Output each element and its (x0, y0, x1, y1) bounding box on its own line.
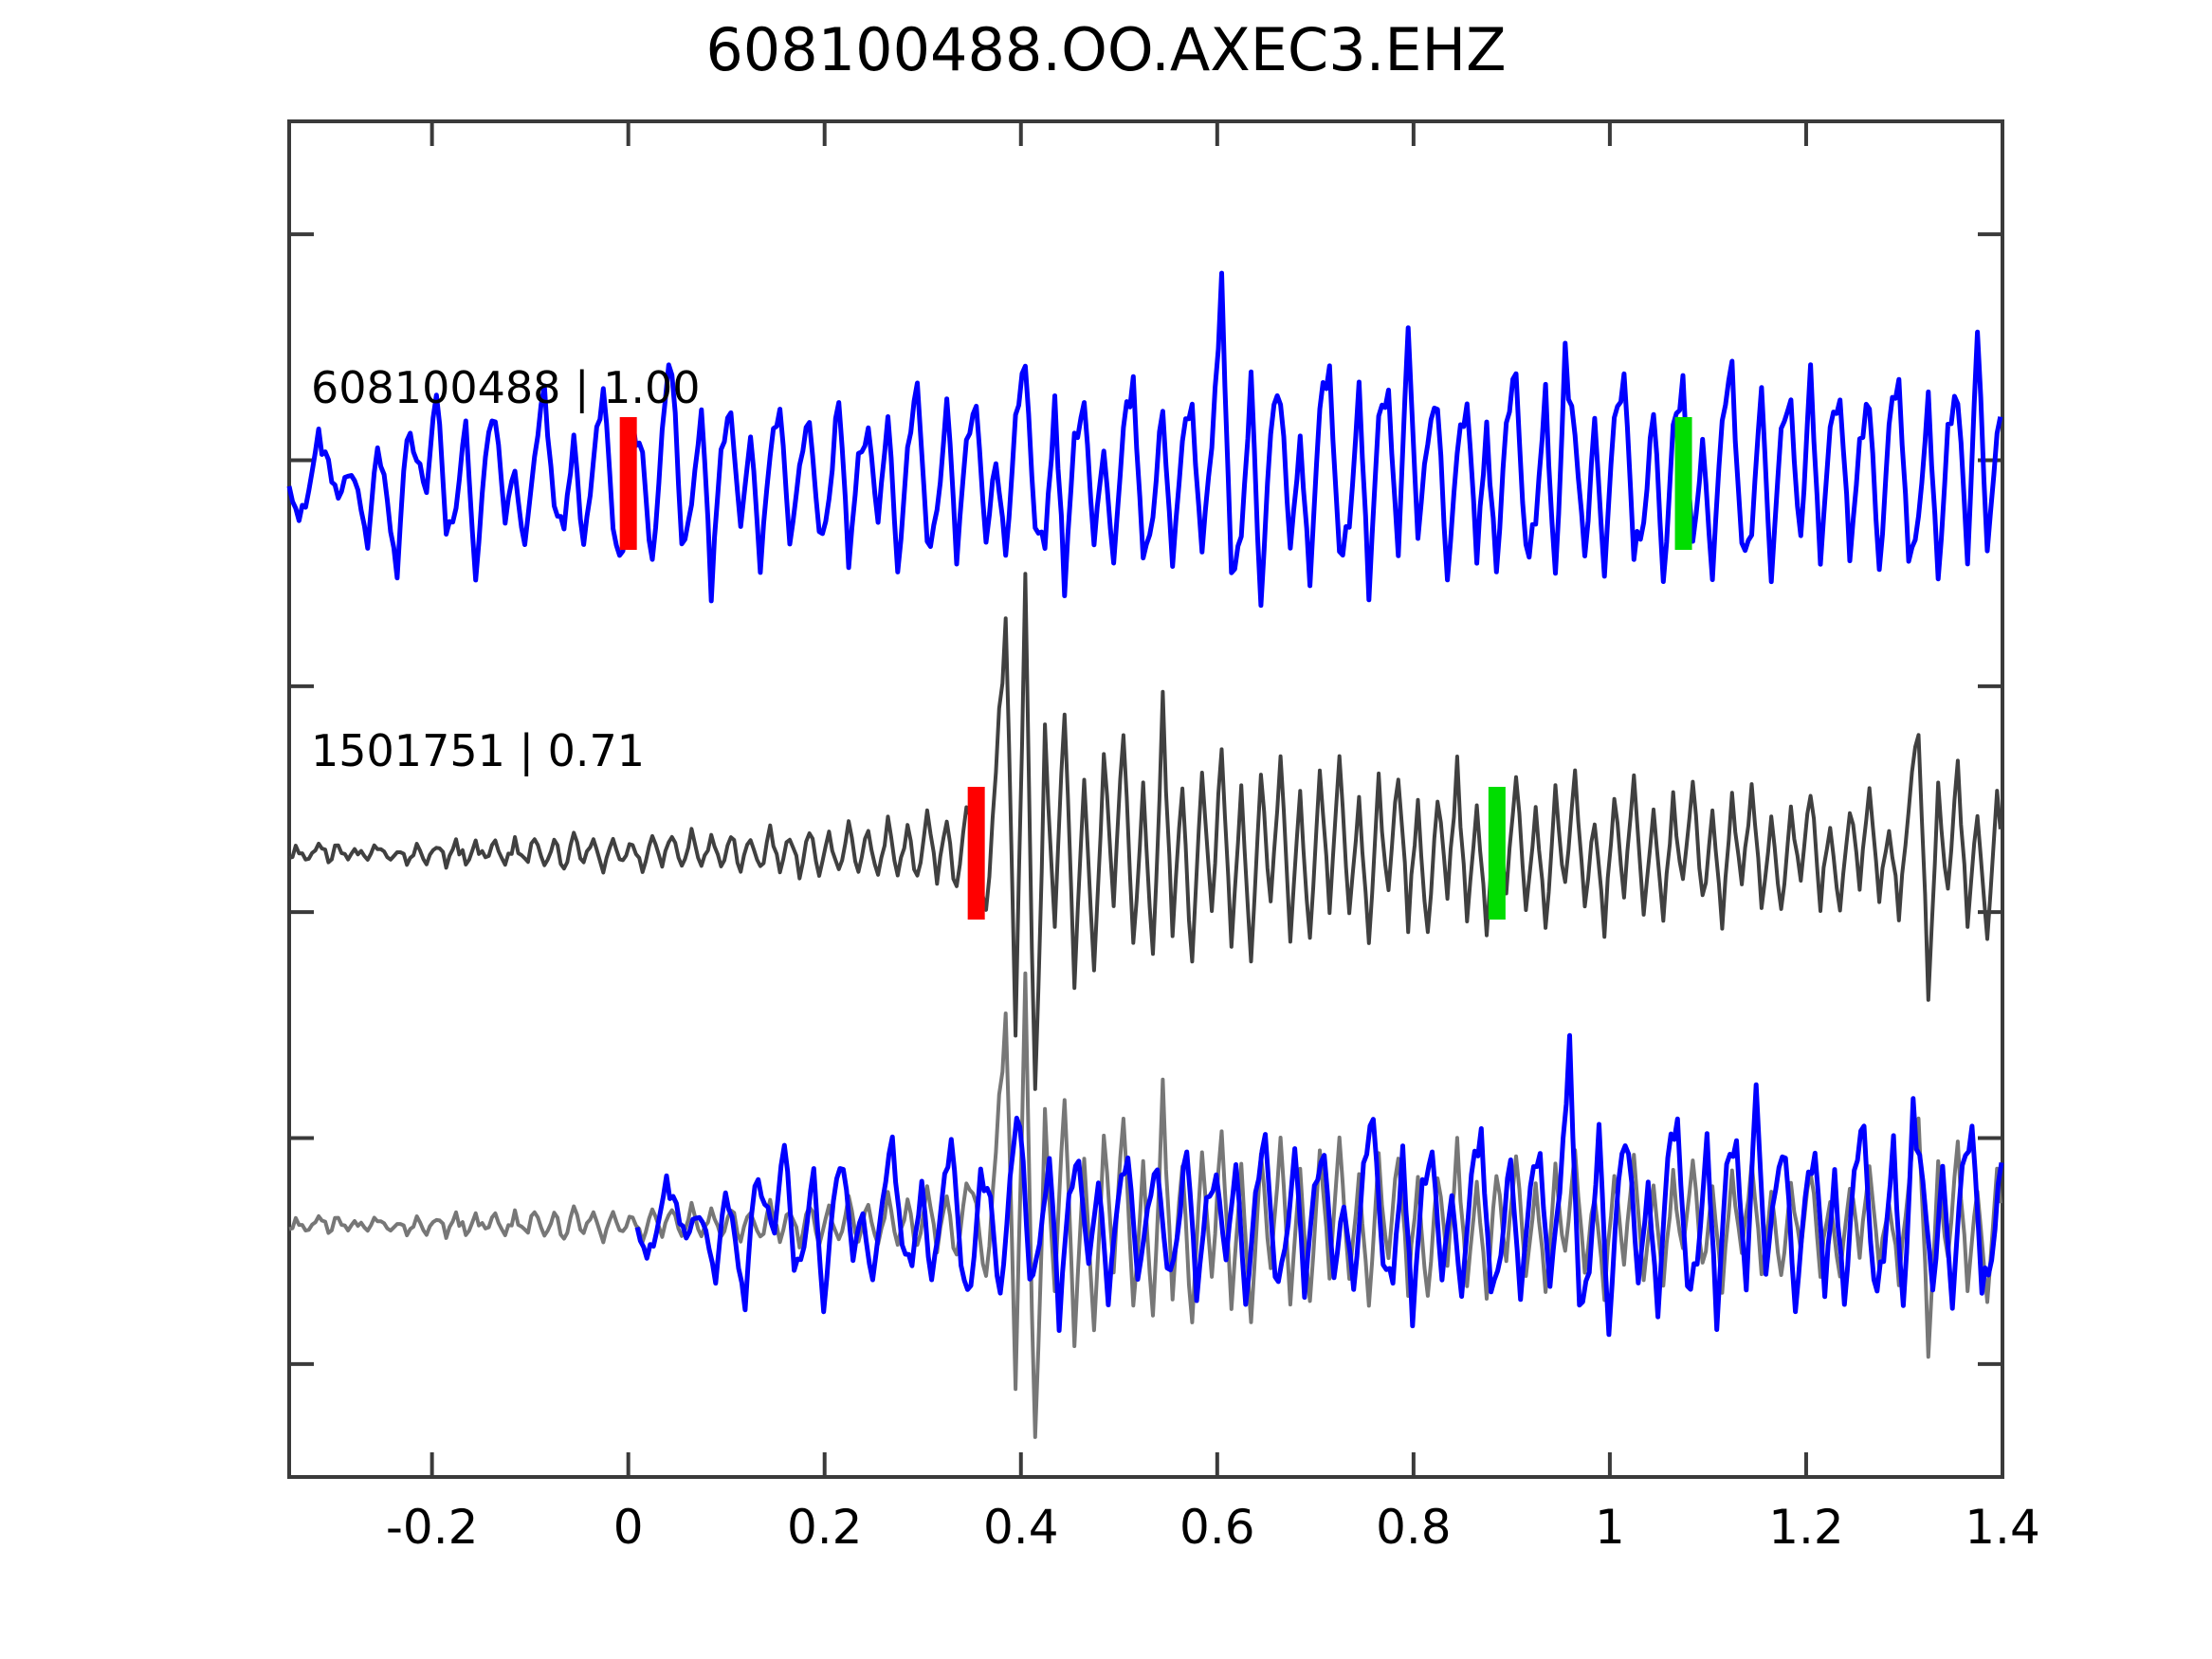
trace-label-608100488: 608100488 | 1.00 (311, 362, 701, 413)
x-tick-label: -0.2 (385, 1500, 479, 1555)
trace-label-1501751: 1501751 | 0.71 (311, 725, 646, 776)
overlay-trace-608100488 (634, 1032, 2004, 1338)
x-tick-label: 0.4 (983, 1500, 1059, 1555)
axes-frame (287, 119, 2004, 1479)
x-tick-label: 0.6 (1179, 1500, 1255, 1555)
pick-marker-p-pick-trace-1 (967, 787, 985, 920)
pick-marker-s-pick-trace-1 (1488, 787, 1506, 920)
overlay-trace-1501751 (288, 971, 2002, 1439)
x-tick-label: 1.4 (1965, 1500, 2040, 1555)
x-tick-label: 0 (612, 1500, 644, 1555)
pick-marker-p-pick-trace-0 (619, 417, 637, 550)
waveform-trace-608100488 (286, 270, 2003, 609)
x-tick-label: 1.2 (1768, 1500, 1844, 1555)
x-tick-label: 0.2 (786, 1500, 863, 1555)
waveform-trace-1501751 (288, 572, 2002, 1091)
page-title: 608100488.OO.AXEC3.EHZ (705, 15, 1507, 84)
x-tick-label: 0.8 (1376, 1500, 1452, 1555)
x-tick-label: 1 (1595, 1500, 1625, 1555)
pick-marker-s-pick-trace-0 (1674, 417, 1692, 550)
